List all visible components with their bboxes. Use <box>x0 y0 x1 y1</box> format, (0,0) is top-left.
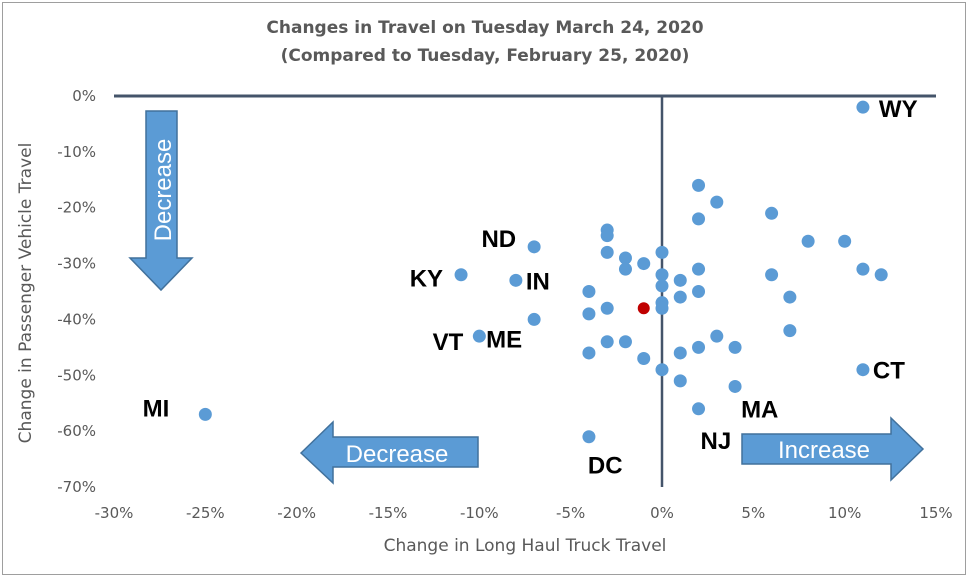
data-point <box>198 407 212 421</box>
right-arrow-shape <box>741 416 925 482</box>
left-arrow-label: Decrease <box>346 441 449 468</box>
data-point <box>600 301 614 315</box>
data-point <box>856 262 870 276</box>
data-point <box>673 273 687 287</box>
x-tick-label: -25% <box>186 504 225 522</box>
x-tick-label: -15% <box>369 504 408 522</box>
y-tick-label: -30% <box>57 255 96 273</box>
y-tick-label: -40% <box>57 310 96 328</box>
highlighted-point <box>636 301 651 316</box>
data-point <box>710 195 724 209</box>
x-tick-label: 0% <box>650 504 674 522</box>
y-tick-label: 0% <box>72 87 96 105</box>
state-label-ky: KY <box>410 266 443 293</box>
data-point <box>600 229 614 243</box>
data-point <box>618 335 632 349</box>
x-tick-label: -20% <box>277 504 316 522</box>
data-point <box>582 430 596 444</box>
data-point <box>692 340 706 354</box>
data-point <box>838 234 852 248</box>
data-point <box>728 340 742 354</box>
state-label-in: IN <box>526 268 550 295</box>
data-point <box>874 268 888 282</box>
state-label-nd: ND <box>481 226 516 253</box>
state-label-ma: MA <box>741 396 778 423</box>
left-arrow-shape <box>299 420 479 485</box>
x-tick-label: -10% <box>460 504 499 522</box>
data-point <box>692 285 706 298</box>
data-point <box>783 324 797 338</box>
data-point <box>582 285 596 298</box>
data-point <box>454 268 468 282</box>
data-point <box>655 301 669 315</box>
data-point <box>673 374 687 388</box>
data-point <box>692 262 706 276</box>
data-point <box>856 100 870 114</box>
x-axis-label: Change in Long Haul Truck Travel <box>383 536 667 556</box>
state-label-wy: WY <box>879 96 918 123</box>
data-point <box>692 212 706 226</box>
chart-subtitle: (Compared to Tuesday, February 25, 2020) <box>280 46 690 66</box>
y-tick-label: -20% <box>57 199 96 217</box>
data-point <box>856 363 870 377</box>
data-point <box>692 402 706 416</box>
x-tick-label: 5% <box>741 504 765 522</box>
data-point <box>765 268 779 282</box>
data-point <box>655 363 669 377</box>
data-point <box>673 346 687 360</box>
y-tick-label: -50% <box>57 366 96 384</box>
data-point <box>655 245 669 259</box>
data-point <box>600 335 614 349</box>
data-point <box>765 206 779 220</box>
down-arrow-shape <box>128 110 194 292</box>
data-point <box>509 273 523 287</box>
data-point <box>527 240 541 254</box>
state-label-me: ME <box>486 326 522 353</box>
x-tick-label: -5% <box>556 504 585 522</box>
x-tick-label: 10% <box>828 504 861 522</box>
data-point <box>637 257 651 271</box>
data-point <box>472 329 486 343</box>
data-point <box>655 279 669 293</box>
state-label-nj: NJ <box>701 428 732 455</box>
data-point <box>692 178 706 192</box>
data-point <box>582 346 596 360</box>
data-point <box>600 245 614 259</box>
data-point <box>783 290 797 304</box>
data-point <box>618 251 632 265</box>
data-point <box>801 234 815 248</box>
data-point <box>728 379 742 393</box>
x-tick-label: 15% <box>919 504 952 522</box>
down-arrow-label: Decrease <box>150 139 177 242</box>
data-point <box>655 268 669 282</box>
state-label-vt: VT <box>433 329 464 356</box>
data-point <box>710 329 724 343</box>
right-arrow-label: Increase <box>778 437 870 464</box>
data-point <box>637 352 651 366</box>
y-tick-label: -10% <box>57 143 96 161</box>
chart-title: Changes in Travel on Tuesday March 24, 2… <box>266 18 704 38</box>
state-label-dc: DC <box>588 453 623 480</box>
data-point <box>527 312 541 326</box>
y-tick-label: -60% <box>57 422 96 440</box>
data-point <box>582 307 596 321</box>
y-tick-label: -70% <box>57 478 96 496</box>
state-label-ct: CT <box>873 358 905 385</box>
state-label-mi: MI <box>143 395 170 422</box>
data-point <box>673 290 687 304</box>
x-tick-label: -30% <box>95 504 134 522</box>
data-point <box>618 262 632 276</box>
